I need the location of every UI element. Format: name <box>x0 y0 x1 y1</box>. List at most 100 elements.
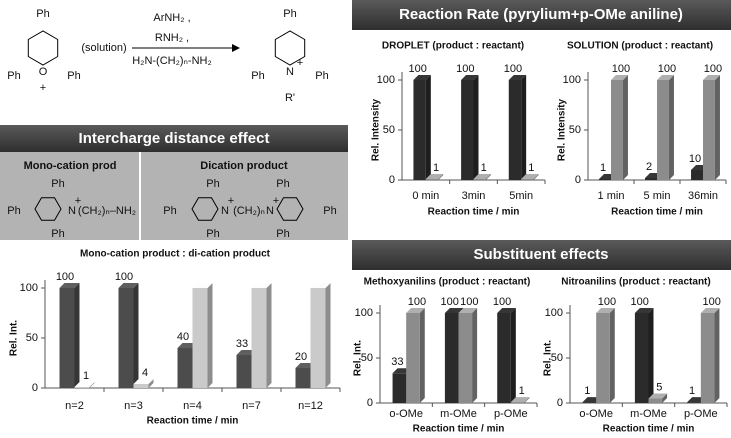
x-tick-label: m-OMe <box>440 408 477 420</box>
bar-side <box>533 174 539 180</box>
condition: (solution) <box>81 42 126 54</box>
y-axis-label: Rel. Intensity <box>557 98 568 161</box>
bar <box>413 80 426 180</box>
bar <box>406 313 420 403</box>
atom-label: Ph <box>276 178 289 190</box>
bar <box>236 355 252 388</box>
bar <box>657 80 669 180</box>
bar-side <box>325 283 331 388</box>
header-bar <box>352 0 731 30</box>
x-axis-label: Reaction time / min <box>413 424 505 435</box>
x-tick-label: 5min <box>509 190 533 202</box>
bar-top <box>413 75 431 80</box>
bar <box>392 373 407 403</box>
data-label: 1 <box>83 370 89 382</box>
bar <box>74 387 90 388</box>
bar-side <box>485 174 491 180</box>
bar <box>444 313 459 403</box>
x-tick-label: n=3 <box>124 400 143 412</box>
data-label: 5 <box>656 381 662 393</box>
x-tick-label: n=4 <box>183 400 202 412</box>
bar-side <box>714 75 720 180</box>
bar <box>461 80 474 180</box>
y-axis-label: Rel. Intensity <box>371 98 382 161</box>
data-label: 1 <box>528 162 534 174</box>
bar-side <box>524 397 530 403</box>
data-label: 100 <box>408 296 426 308</box>
bar-top <box>118 283 139 288</box>
bar-top <box>444 308 464 313</box>
bar <box>691 170 703 180</box>
data-label: 100 <box>702 296 720 308</box>
x-tick-label: 0 min <box>412 190 439 202</box>
bar-side <box>510 308 516 403</box>
structure-title: Dication product <box>200 160 288 172</box>
bar-top <box>133 379 154 384</box>
bar-top <box>703 75 720 80</box>
bar <box>510 402 525 403</box>
bar-side <box>622 75 628 180</box>
data-label: 1 <box>584 385 590 397</box>
atom-label: Ph <box>51 228 64 240</box>
header-bar <box>352 240 731 270</box>
bar <box>645 178 657 180</box>
bar-side <box>668 75 674 180</box>
data-label: 20 <box>295 351 307 363</box>
chart-title: SOLUTION (product : reactant) <box>567 41 713 52</box>
bar-side <box>207 283 213 388</box>
bar-side <box>419 308 425 403</box>
bar <box>177 348 193 388</box>
bar <box>611 80 623 180</box>
y-tick-label: 50 <box>361 352 373 364</box>
reagent: H₂N-(CH₂)ₙ-NH₂ <box>132 55 212 67</box>
data-label: 1 <box>433 162 439 174</box>
data-label: 100 <box>56 271 74 283</box>
atom-label: + <box>228 195 234 207</box>
atom-label: (CH₂)ₙ–NH₂ <box>78 205 136 217</box>
bar <box>497 313 511 403</box>
chart-title: Methoxyanilins (product : reactant) <box>364 277 531 288</box>
bar-top <box>192 283 213 288</box>
atom-label: Ph <box>7 70 20 82</box>
data-label: 100 <box>115 271 133 283</box>
x-tick-label: 36min <box>688 190 718 202</box>
data-label: 40 <box>177 331 189 343</box>
x-tick-label: m-OMe <box>630 408 667 420</box>
bar <box>648 398 663 403</box>
bar-top <box>497 308 516 313</box>
y-tick-label: 0 <box>575 174 581 186</box>
arrow-head <box>232 44 240 52</box>
bar-top <box>74 382 95 387</box>
atom-label: Ph <box>7 205 20 217</box>
x-tick-label: n=12 <box>298 400 323 412</box>
data-label: 100 <box>493 296 511 308</box>
x-tick-label: n=2 <box>65 400 84 412</box>
y-axis-label: Rel. Int. <box>543 340 554 376</box>
bar <box>251 288 267 388</box>
atom-label: Ph <box>36 8 49 20</box>
data-label: 1 <box>519 385 525 397</box>
y-tick-label: 50 <box>551 352 563 364</box>
data-label: 100 <box>456 63 474 75</box>
atom-label: Ph <box>67 70 80 82</box>
structure-title: Mono-cation prod <box>24 160 117 172</box>
data-label: 100 <box>441 296 459 308</box>
atom-label: + <box>297 57 303 69</box>
data-label: 1 <box>600 162 606 174</box>
atom-label: N <box>286 66 294 78</box>
atom-label: Ph <box>51 178 64 190</box>
data-label: 33 <box>236 338 248 350</box>
data-label: 2 <box>646 161 652 173</box>
data-label: 100 <box>408 63 426 75</box>
x-tick-label: p-OMe <box>684 408 718 420</box>
data-label: 100 <box>598 296 616 308</box>
bar-top <box>611 75 628 80</box>
y-tick-label: 100 <box>355 307 373 319</box>
reagent: RNH₂ , <box>155 32 189 44</box>
bar-side <box>714 308 720 403</box>
bar-top <box>59 283 80 288</box>
y-tick-label: 0 <box>557 397 563 409</box>
bar-side <box>74 283 80 388</box>
y-tick-label: 50 <box>26 332 38 344</box>
